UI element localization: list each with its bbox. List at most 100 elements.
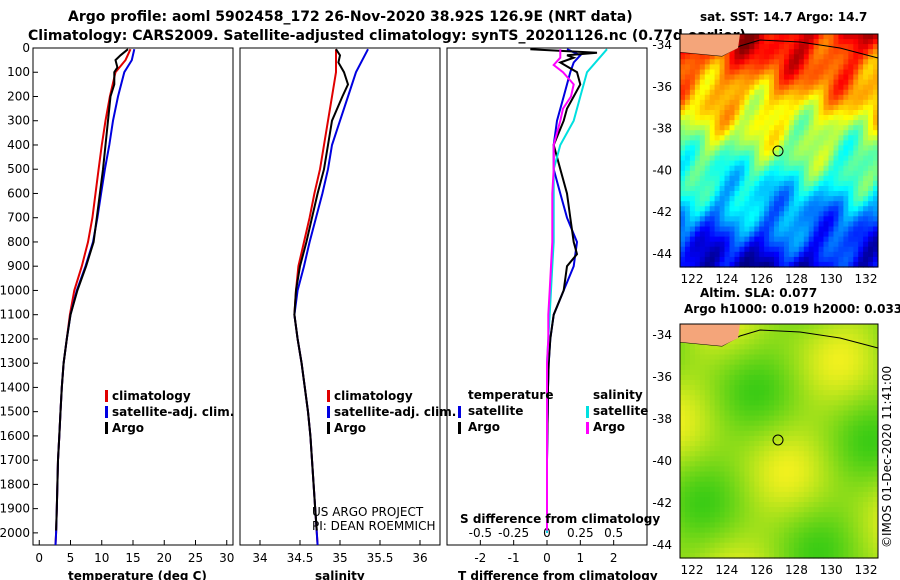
map-cell [699, 180, 706, 187]
map-cell [769, 400, 775, 406]
map-cell [848, 160, 854, 167]
map-cell [699, 380, 706, 386]
map-cell [788, 497, 795, 503]
map-cell [858, 420, 864, 427]
map-cell [813, 466, 820, 473]
map-cell [689, 160, 696, 167]
map-cell [853, 476, 859, 483]
map-cell [873, 34, 879, 40]
map-cell [873, 145, 879, 152]
map-cell [694, 201, 701, 207]
map-cell [853, 446, 859, 452]
map-cell [793, 512, 800, 518]
map-cell [685, 196, 691, 202]
map-cell [863, 532, 869, 539]
map-cell [754, 165, 760, 172]
map-cell [858, 180, 864, 187]
map-cell [709, 461, 716, 467]
map-cell [853, 246, 859, 253]
map-cell [699, 256, 706, 263]
map-cell [759, 527, 765, 534]
map-cell [853, 170, 859, 177]
map-cell [680, 385, 686, 391]
map-cell [694, 517, 701, 523]
map-cell [833, 104, 839, 111]
map-cell [798, 104, 805, 111]
map-cell [868, 59, 874, 65]
map-cell [769, 441, 775, 447]
map-cell [798, 175, 805, 182]
map-cell [798, 451, 805, 457]
map-cell [680, 89, 686, 96]
map-cell [818, 344, 825, 350]
map-cell [729, 390, 735, 396]
map-cell [779, 226, 785, 233]
map-cell [808, 221, 815, 228]
map-cell [843, 160, 849, 167]
map-cell [853, 236, 859, 243]
map-cell [694, 221, 701, 228]
map-cell [769, 246, 775, 253]
map-cell [813, 441, 820, 447]
map-cell [689, 221, 696, 228]
map-cell [719, 241, 726, 248]
map-cell [719, 527, 726, 534]
map-cell [779, 517, 785, 523]
map-cell [793, 231, 800, 238]
map-cell [709, 74, 716, 81]
map-cell [873, 160, 879, 167]
map-cell [848, 201, 854, 207]
map-cell [744, 466, 750, 473]
map-cell [813, 64, 820, 71]
map-cell [784, 39, 790, 45]
map-cell [868, 140, 874, 147]
map-cell [853, 354, 859, 361]
map-cell [764, 39, 770, 45]
map-cell [680, 430, 686, 437]
map-cell [729, 155, 735, 162]
map-cell [694, 435, 701, 442]
map-cell [838, 261, 844, 268]
map-cell [764, 221, 770, 228]
map-cell [833, 140, 839, 147]
map-cell [808, 216, 815, 222]
map-cell [848, 180, 854, 187]
map-cell [873, 359, 879, 366]
map-cell [843, 74, 849, 81]
map-cell [689, 456, 696, 462]
map-cell [784, 415, 790, 422]
map-cell [699, 542, 706, 549]
map-cell [754, 236, 760, 243]
map-cell [853, 99, 859, 106]
map-cell [843, 542, 849, 549]
map-cell [764, 84, 770, 91]
map-cell [704, 527, 711, 534]
map-cell [714, 241, 721, 248]
map-cell [793, 390, 800, 396]
map-cell [704, 425, 711, 432]
map-cell [853, 115, 859, 121]
map-cell [843, 395, 849, 401]
map-cell [784, 34, 790, 40]
map-cell [823, 430, 829, 437]
map-cell [784, 115, 790, 121]
map-cell [803, 236, 810, 243]
map-cell [774, 99, 780, 106]
map-cell [694, 261, 701, 268]
map-cell [828, 476, 834, 483]
map-cell [833, 369, 839, 376]
map-cell [873, 415, 879, 422]
map-cell [699, 165, 706, 172]
map-cell [853, 145, 859, 152]
map-cell [838, 150, 844, 157]
map-cell [858, 84, 864, 91]
map-cell [793, 130, 800, 136]
map-cell [774, 461, 780, 467]
map-cell [779, 44, 785, 50]
map-cell [689, 54, 696, 60]
map-cell [744, 216, 750, 222]
difference-xlabel: T difference from climatology [458, 569, 658, 580]
map-cell [848, 155, 854, 162]
map-cell [858, 369, 864, 376]
map-cell [868, 246, 874, 253]
